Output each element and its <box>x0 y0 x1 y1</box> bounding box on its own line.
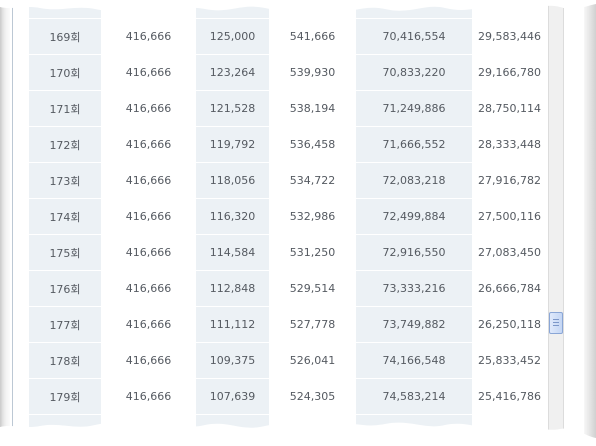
schedule-table-body: 168회416,666126,737543,40369,999,88830,00… <box>29 0 547 446</box>
cell-interest: 121,528 <box>196 90 269 127</box>
cell-balance: 28,333,448 <box>472 126 547 163</box>
cell-principal: 416,666 <box>101 378 196 415</box>
cell-month: 172회 <box>29 126 101 163</box>
cell-payment: 526,041 <box>269 342 356 379</box>
cell-interest: 111,112 <box>196 306 269 343</box>
cell-interest: 116,320 <box>196 198 269 235</box>
cell-principal: 416,666 <box>101 162 196 199</box>
table-left-border <box>12 0 13 446</box>
cell-paid-total: 72,916,550 <box>356 234 472 271</box>
table-row: 175회 416,666 114,584 531,250 72,916,550 27,08… <box>29 234 547 271</box>
cell-payment: 532,986 <box>269 198 356 235</box>
cell-payment: 539,930 <box>269 54 356 91</box>
torn-edge-bottom <box>0 422 596 446</box>
cell-balance: 25,833,452 <box>472 342 547 379</box>
table-row: 179회 416,666 107,639 524,305 74,583,214 25,41… <box>29 378 547 415</box>
table-row: 173회 416,666 118,056 534,722 72,083,218 27,91… <box>29 162 547 199</box>
cell-paid-total: 71,249,886 <box>356 90 472 127</box>
table-row: 171회 416,666 121,528 538,194 71,249,886 28,75… <box>29 90 547 127</box>
table-row: 174회 416,666 116,320 532,986 72,499,884 27,50… <box>29 198 547 235</box>
cell-payment: 524,305 <box>269 378 356 415</box>
cell-balance: 28,750,114 <box>472 90 547 127</box>
cell-payment: 541,666 <box>269 18 356 55</box>
cell-balance: 26,666,784 <box>472 270 547 307</box>
cell-payment: 538,194 <box>269 90 356 127</box>
table-row: 170회 416,666 123,264 539,930 70,833,220 29,16… <box>29 54 547 91</box>
vertical-scrollbar-thumb[interactable] <box>549 312 563 334</box>
thumb-grip-line <box>553 319 559 320</box>
cell-payment: 534,722 <box>269 162 356 199</box>
vertical-scrollbar-track[interactable] <box>548 0 564 446</box>
cell-paid-total: 71,666,552 <box>356 126 472 163</box>
cell-interest: 114,584 <box>196 234 269 271</box>
cell-month: 169회 <box>29 18 101 55</box>
cell-principal: 416,666 <box>101 54 196 91</box>
cell-paid-total: 74,583,214 <box>356 378 472 415</box>
cell-balance: 26,250,118 <box>472 306 547 343</box>
cell-interest: 123,264 <box>196 54 269 91</box>
cell-principal: 416,666 <box>101 198 196 235</box>
cell-principal: 416,666 <box>101 342 196 379</box>
cell-month: 173회 <box>29 162 101 199</box>
cell-paid-total: 70,833,220 <box>356 54 472 91</box>
cell-balance: 27,500,116 <box>472 198 547 235</box>
cell-month: 174회 <box>29 198 101 235</box>
cell-principal: 416,666 <box>101 270 196 307</box>
cell-payment: 527,778 <box>269 306 356 343</box>
table-row: 178회 416,666 109,375 526,041 74,166,548 25,83… <box>29 342 547 379</box>
table-row: 177회 416,666 111,112 527,778 73,749,882 26,25… <box>29 306 547 343</box>
thumb-grip-line <box>553 325 559 326</box>
cell-paid-total: 73,749,882 <box>356 306 472 343</box>
table-row: 169회 416,666 125,000 541,666 70,416,554 29,58… <box>29 18 547 55</box>
cell-interest: 109,375 <box>196 342 269 379</box>
torn-edge-top <box>0 0 596 12</box>
cell-month: 171회 <box>29 90 101 127</box>
cell-paid-total: 74,166,548 <box>356 342 472 379</box>
table-row: 176회 416,666 112,848 529,514 73,333,216 26,66… <box>29 270 547 307</box>
cell-balance: 29,166,780 <box>472 54 547 91</box>
cell-principal: 416,666 <box>101 126 196 163</box>
cell-payment: 536,458 <box>269 126 356 163</box>
cell-month: 177회 <box>29 306 101 343</box>
cell-balance: 29,583,446 <box>472 18 547 55</box>
cell-paid-total: 72,499,884 <box>356 198 472 235</box>
cell-paid-total: 73,333,216 <box>356 270 472 307</box>
cell-month: 179회 <box>29 378 101 415</box>
cell-month: 176회 <box>29 270 101 307</box>
cell-paid-total: 72,083,218 <box>356 162 472 199</box>
cell-principal: 416,666 <box>101 234 196 271</box>
cell-principal: 416,666 <box>101 306 196 343</box>
cell-interest: 118,056 <box>196 162 269 199</box>
table-row: 172회 416,666 119,792 536,458 71,666,552 28,33… <box>29 126 547 163</box>
thumb-grip-line <box>553 322 559 323</box>
schedule-table-container: 168회416,666126,737543,40369,999,88830,00… <box>29 0 547 446</box>
repayment-schedule-table: 168회416,666126,737543,40369,999,88830,00… <box>29 0 547 446</box>
cell-month: 178회 <box>29 342 101 379</box>
left-page-edge <box>0 0 10 446</box>
cell-payment: 531,250 <box>269 234 356 271</box>
cell-balance: 25,416,786 <box>472 378 547 415</box>
right-page-edge <box>584 0 596 446</box>
cell-interest: 119,792 <box>196 126 269 163</box>
cell-month: 175회 <box>29 234 101 271</box>
cell-interest: 112,848 <box>196 270 269 307</box>
cell-balance: 27,083,450 <box>472 234 547 271</box>
cell-payment: 529,514 <box>269 270 356 307</box>
cell-balance: 27,916,782 <box>472 162 547 199</box>
cell-interest: 125,000 <box>196 18 269 55</box>
cell-month: 170회 <box>29 54 101 91</box>
cell-principal: 416,666 <box>101 90 196 127</box>
cell-paid-total: 70,416,554 <box>356 18 472 55</box>
cell-interest: 107,639 <box>196 378 269 415</box>
cell-principal: 416,666 <box>101 18 196 55</box>
